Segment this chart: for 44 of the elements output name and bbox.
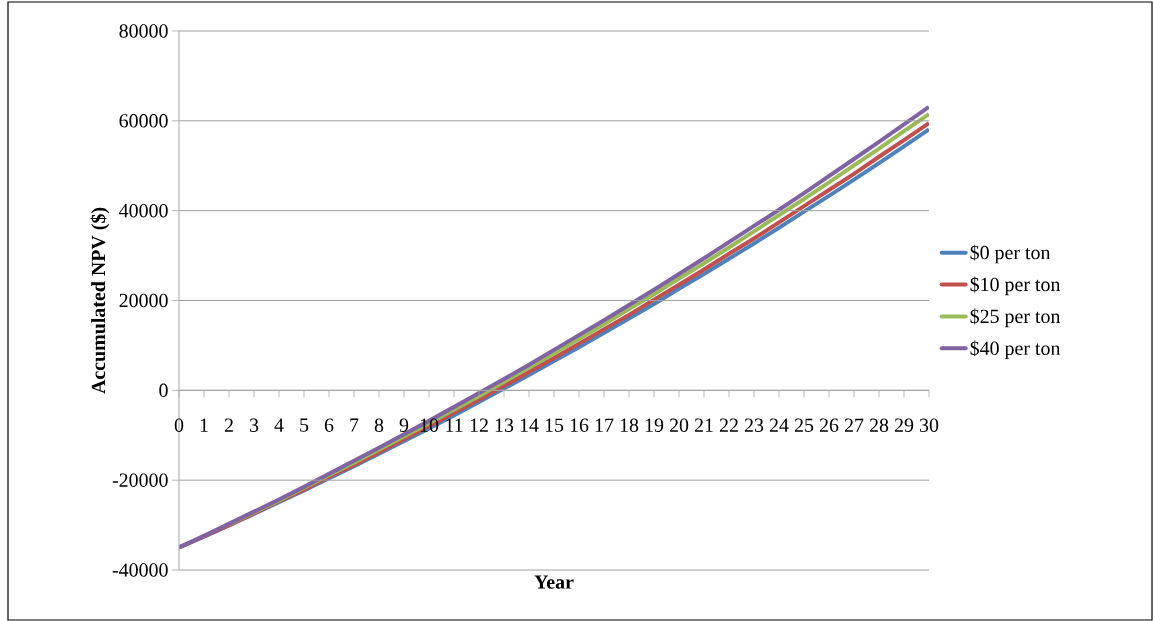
y-tick-label: 20000 (119, 293, 168, 308)
x-tick-label: 29 (894, 418, 914, 432)
y-tick-label: 60000 (119, 114, 168, 128)
legend-label: $10 per ton (970, 276, 1061, 296)
x-tick-label: 0 (174, 418, 184, 432)
legend-label: $40 per ton (970, 340, 1061, 360)
y-tick-label: 40000 (119, 203, 168, 218)
x-tick-label: 30 (920, 418, 939, 432)
y-axis-title: Accumulated NPV ($) (90, 207, 110, 394)
x-tick-label: 19 (645, 418, 664, 432)
x-axis-title: Year (534, 575, 574, 589)
x-tick-label: 12 (470, 418, 488, 432)
y-tick-label: 80000 (119, 24, 168, 38)
x-tick-label: 7 (350, 418, 359, 432)
x-tick-label: 28 (869, 418, 889, 432)
x-tick-label: 6 (324, 418, 334, 432)
x-tick-label: 13 (495, 418, 514, 432)
x-tick-label: 26 (819, 418, 839, 432)
x-tick-label: 21 (694, 418, 713, 432)
y-tick-label: -40000 (112, 563, 168, 577)
x-tick-label: 20 (669, 418, 689, 432)
legend-label: $0 per ton (970, 244, 1051, 264)
legend-label: $25 per ton (970, 308, 1061, 328)
y-tick-label: -20000 (112, 473, 168, 487)
x-tick-label: 11 (446, 418, 463, 432)
x-tick-label: 23 (744, 418, 764, 432)
x-tick-label: 15 (545, 418, 564, 432)
x-tick-label: 2 (224, 418, 233, 432)
x-tick-label: 9 (399, 418, 409, 432)
x-tick-label: 16 (570, 418, 589, 432)
x-tick-label: 5 (300, 418, 309, 432)
x-tick-label: 10 (420, 418, 439, 432)
x-tick-label: 24 (769, 418, 789, 432)
x-tick-label: 4 (274, 418, 284, 432)
x-tick-label: 3 (249, 418, 259, 432)
x-tick-label: 27 (844, 418, 864, 432)
x-tick-label: 8 (374, 418, 384, 432)
x-tick-label: 18 (620, 418, 639, 432)
y-tick-label: 0 (159, 383, 168, 398)
x-tick-label: 22 (719, 418, 738, 432)
x-tick-label: 14 (520, 418, 539, 432)
x-tick-label: 17 (595, 418, 614, 432)
x-tick-label: 1 (200, 418, 208, 432)
x-tick-label: 25 (794, 418, 814, 432)
